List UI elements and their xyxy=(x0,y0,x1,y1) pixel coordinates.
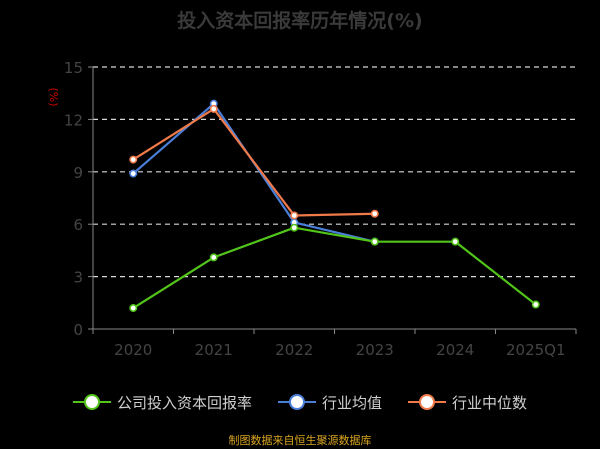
y-tick-label: 15 xyxy=(64,59,83,77)
x-tick-label: 2024 xyxy=(436,341,474,359)
series-layer xyxy=(129,99,540,313)
data-point xyxy=(209,104,218,113)
data-point xyxy=(209,253,218,262)
data-point xyxy=(370,237,379,246)
x-tick-label: 2023 xyxy=(356,341,394,359)
x-tick-label: 2021 xyxy=(195,341,233,359)
series-line xyxy=(132,226,537,309)
legend: 公司投入资本回报率 行业均值 行业中位数 xyxy=(0,390,600,414)
data-point xyxy=(129,155,138,164)
y-axis-label: (%) xyxy=(47,87,60,106)
gridlines xyxy=(93,66,576,278)
y-axis-ticks: 0 3 6 9 12 15 xyxy=(64,59,83,339)
legend-item-industry-median: 行业中位数 xyxy=(408,392,527,413)
data-point xyxy=(290,223,299,232)
x-tick-label: 2025Q1 xyxy=(506,341,566,359)
y-tick-label: 9 xyxy=(73,164,83,182)
legend-label: 行业中位数 xyxy=(452,393,528,412)
axes xyxy=(88,66,577,334)
y-tick-label: 12 xyxy=(64,111,83,129)
legend-swatch-company xyxy=(72,394,111,410)
y-tick-label: 3 xyxy=(73,269,83,287)
y-tick-label: 0 xyxy=(73,321,83,339)
y-tick-label: 6 xyxy=(73,216,83,234)
series-line xyxy=(132,102,376,243)
x-tick-label: 2020 xyxy=(114,341,152,359)
data-point xyxy=(129,304,138,313)
source-footer: 制图数据来自恒生聚源数据库 xyxy=(228,434,372,447)
x-axis-ticks: 2020 2021 2022 2023 2024 2025Q1 xyxy=(114,341,565,359)
data-point xyxy=(129,169,138,178)
series-line xyxy=(132,107,375,217)
legend-label: 公司投入资本回报率 xyxy=(116,393,252,412)
legend-swatch-dot xyxy=(288,394,305,410)
legend-swatch-industry-median xyxy=(408,394,446,410)
legend-swatch-industry-mean xyxy=(277,394,316,410)
legend-label: 行业均值 xyxy=(321,393,382,412)
chart-title: 投入资本回报率历年情况(%) xyxy=(177,10,423,32)
legend-item-company: 公司投入资本回报率 xyxy=(72,392,252,413)
data-point xyxy=(290,211,299,220)
data-point xyxy=(531,300,540,309)
legend-swatch-dot xyxy=(83,394,100,410)
data-point xyxy=(451,237,460,246)
legend-swatch-dot xyxy=(419,394,435,410)
x-tick-label: 2022 xyxy=(275,341,313,359)
legend-item-industry-mean: 行业均值 xyxy=(277,392,382,413)
data-point xyxy=(370,209,379,218)
